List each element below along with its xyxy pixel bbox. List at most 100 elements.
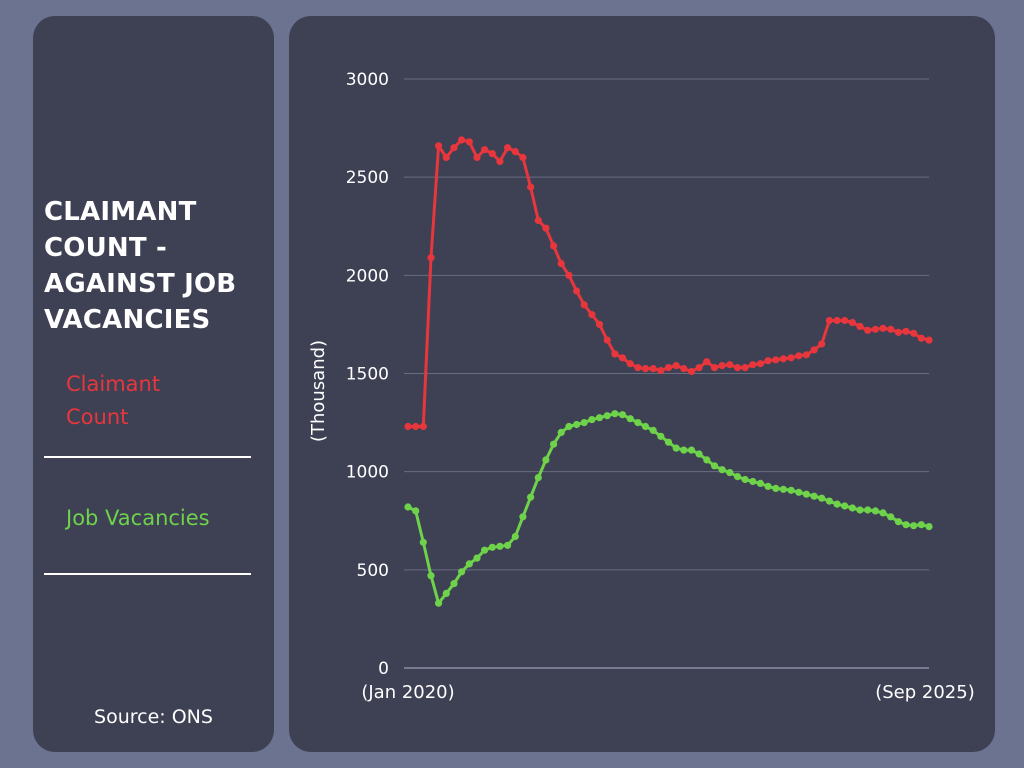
data-point (741, 475, 749, 484)
data-point (864, 506, 872, 514)
data-point (718, 362, 726, 370)
data-point (435, 599, 443, 607)
data-point (550, 440, 558, 448)
data-point (481, 146, 489, 154)
data-point (511, 532, 519, 541)
series-claimant-count (404, 136, 933, 431)
data-point (695, 450, 703, 458)
data-point (856, 322, 864, 330)
y-tick-label: 500 (357, 561, 389, 581)
data-point (595, 414, 604, 422)
data-point (442, 153, 450, 162)
data-point (894, 518, 903, 526)
data-point (887, 325, 895, 333)
data-point (473, 153, 481, 162)
y-tick-label: 1500 (346, 365, 389, 385)
data-point (603, 336, 611, 344)
data-point (917, 334, 925, 342)
data-point (634, 364, 642, 372)
data-point (488, 543, 496, 551)
data-point (749, 477, 757, 486)
data-point (764, 357, 772, 365)
data-point (527, 183, 535, 191)
data-point (902, 327, 910, 335)
data-point (634, 419, 642, 427)
data-point (680, 365, 688, 373)
data-point (504, 541, 512, 549)
data-point (779, 485, 787, 493)
data-point (795, 488, 803, 496)
data-point (465, 138, 473, 146)
x-axis-end-label: (Sep 2025) (875, 682, 975, 703)
data-point (404, 422, 412, 431)
data-point (703, 358, 711, 366)
data-point (864, 326, 872, 334)
data-point (657, 367, 665, 375)
data-point (649, 365, 657, 373)
data-point (542, 456, 550, 464)
data-point (488, 150, 496, 158)
y-tick-label: 1000 (346, 463, 389, 483)
data-point (557, 260, 565, 268)
data-point (496, 157, 504, 166)
data-point (810, 346, 818, 354)
data-point (618, 354, 627, 362)
data-point (649, 426, 657, 434)
data-point (672, 444, 680, 452)
data-point (519, 153, 527, 162)
data-point (557, 428, 565, 436)
data-point (588, 416, 596, 424)
data-point (710, 462, 719, 470)
data-point (687, 446, 696, 454)
data-point (611, 350, 619, 358)
data-point (910, 329, 918, 337)
y-tick-label: 0 (378, 659, 389, 679)
data-point (902, 521, 910, 529)
data-point (879, 324, 887, 332)
legend-divider (44, 456, 251, 458)
data-point (856, 506, 864, 514)
gridlines (404, 78, 929, 669)
data-point (580, 301, 588, 309)
data-point (871, 325, 880, 333)
data-point (588, 311, 596, 319)
data-point (887, 513, 895, 521)
data-point (511, 148, 519, 156)
data-point (687, 367, 696, 376)
data-point (703, 456, 711, 464)
data-point (580, 419, 588, 427)
data-point (504, 144, 512, 152)
chart-title: CLAIMANT COUNT - AGAINST JOB VACANCIES (44, 197, 237, 335)
data-point (833, 500, 841, 508)
data-point (764, 482, 772, 490)
chart-panel: 0 500 1000 1500 2000 2500 3000 (Thousand) (Jan… (289, 16, 995, 752)
data-point (573, 287, 581, 295)
legend-divider (44, 573, 251, 575)
data-point (458, 568, 466, 576)
data-point (710, 364, 719, 372)
data-point (442, 589, 450, 598)
data-point (412, 422, 420, 431)
data-point (458, 136, 466, 144)
data-point (726, 469, 734, 477)
data-point (818, 340, 826, 348)
data-point (910, 522, 918, 530)
data-point (733, 473, 742, 481)
series-line-claimant-count (408, 138, 930, 428)
data-point (550, 242, 558, 250)
data-point (419, 422, 427, 431)
data-point (542, 224, 550, 232)
data-point (672, 362, 680, 370)
data-point (603, 412, 611, 420)
data-point (756, 360, 764, 368)
data-point (664, 364, 673, 372)
data-point (565, 271, 573, 279)
data-point (810, 492, 818, 500)
data-point (534, 474, 542, 482)
data-point (871, 507, 880, 515)
data-point (641, 365, 650, 373)
data-point (879, 509, 887, 517)
data-point (626, 415, 634, 423)
data-point (611, 410, 619, 418)
data-point (726, 361, 734, 369)
